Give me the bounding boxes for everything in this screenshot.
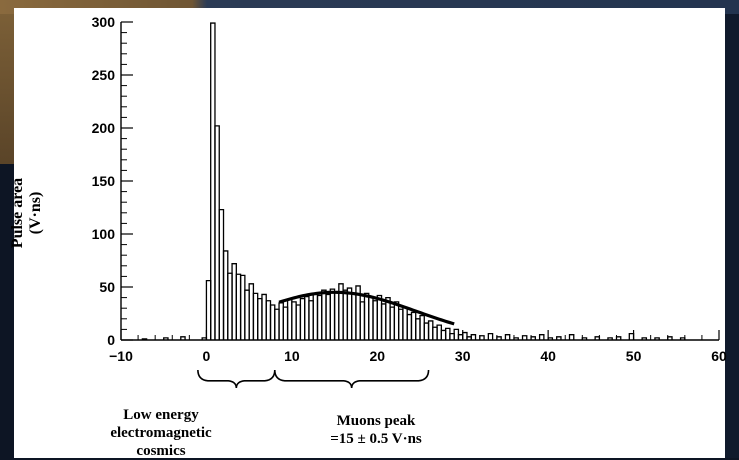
histogram-bin <box>163 337 169 340</box>
y-axis-label-text: Pulse area (V·ns) <box>9 158 69 268</box>
x-tick-label: 40 <box>540 348 556 364</box>
brace-low-energy <box>197 369 276 389</box>
histogram-bin <box>667 336 673 340</box>
brace-muons-peak <box>273 369 430 389</box>
x-tick-label: 20 <box>369 348 385 364</box>
histogram-bin <box>496 336 502 340</box>
histogram-bin <box>581 337 588 340</box>
histogram-bin <box>568 334 575 340</box>
histogram-bin <box>538 334 545 340</box>
histogram-bin <box>615 336 622 340</box>
histogram-bin <box>547 337 554 340</box>
annotation-line: Low energy <box>123 407 199 423</box>
y-tick-label: 50 <box>99 279 115 295</box>
histogram-bin <box>141 338 148 340</box>
histogram-bin <box>180 336 186 340</box>
plot-panel <box>14 8 725 458</box>
y-axis-unit: (V·ns) <box>27 191 44 235</box>
y-axis-title: Pulse area <box>9 177 26 249</box>
histogram-bin <box>628 332 635 340</box>
histogram-bin <box>679 337 686 340</box>
y-tick-label: 300 <box>92 14 116 30</box>
x-tick-label: −10 <box>109 348 133 364</box>
x-tick-label: 0 <box>203 348 211 364</box>
annotation-line: electromagnetic <box>110 425 212 441</box>
y-tick-label: 250 <box>92 67 116 83</box>
histogram-bin <box>513 337 519 340</box>
annotation-low-energy: Low energy electromagnetic cosmics <box>86 406 236 460</box>
x-tick-label: 30 <box>455 348 471 364</box>
histogram-bin <box>487 332 494 340</box>
background-right-edge <box>725 14 739 458</box>
histogram-bin <box>521 335 528 340</box>
histogram-bin <box>479 335 485 340</box>
histogram-bin <box>504 334 511 340</box>
histogram-bin <box>641 337 648 340</box>
histogram-bin <box>556 336 562 340</box>
x-tick-label: 60 <box>711 348 727 364</box>
y-tick-label: 200 <box>92 120 116 136</box>
histogram-bin <box>654 337 660 340</box>
gaussian-fit-curve <box>278 290 455 326</box>
annotation-line: =15 ± 0.5 V·ns <box>330 431 422 447</box>
histogram-bin <box>607 337 613 340</box>
y-tick-label: 150 <box>92 173 116 189</box>
x-tick-label: 50 <box>626 348 642 364</box>
annotation-line: Muons peak <box>336 413 416 429</box>
x-tick-label: 10 <box>284 348 300 364</box>
y-tick-label: 100 <box>92 226 116 242</box>
y-tick-label: 0 <box>107 332 115 348</box>
histogram-bin <box>530 336 536 340</box>
annotation-line: cosmics <box>136 443 186 459</box>
histogram-bin <box>470 334 477 340</box>
annotation-muons-peak: Muons peak =15 ± 0.5 V·ns <box>296 412 456 448</box>
histogram-bin <box>594 336 601 340</box>
y-axis-label: Pulse area (V·ns) <box>9 158 64 268</box>
